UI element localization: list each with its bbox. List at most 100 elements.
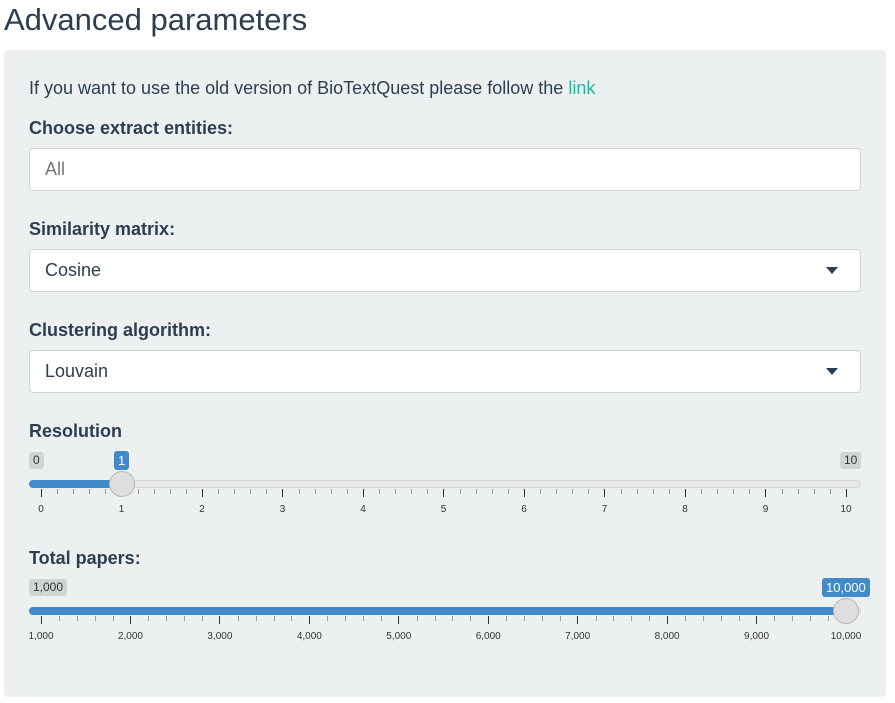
tick-mark [666, 616, 668, 624]
tick-label: 1,000 [28, 631, 54, 642]
minor-tick [327, 616, 329, 621]
select[interactable]: Cosine [29, 249, 861, 292]
tick-label: 8 [682, 504, 688, 515]
tick-label: 9,000 [744, 631, 770, 642]
max-label: 10 [840, 452, 862, 469]
minor-tick [702, 616, 704, 621]
minor-tick [774, 616, 776, 621]
field-label: Similarity matrix: [29, 219, 176, 239]
tick-mark [40, 489, 42, 497]
value-label: 10,000 [822, 578, 870, 597]
minor-tick [202, 616, 203, 621]
minor-tick [273, 616, 275, 621]
minor-tick [733, 489, 735, 494]
tick-label: 3 [279, 504, 286, 515]
tick-label: 6 [521, 504, 527, 515]
minor-tick [720, 616, 722, 621]
tick-label: 4 [360, 504, 366, 515]
minor-tick [112, 616, 114, 621]
text-input[interactable]: All [29, 148, 861, 191]
minor-tick [595, 616, 597, 621]
minor-tick [452, 616, 454, 621]
note-link[interactable]: link [568, 78, 596, 98]
minor-tick [652, 489, 654, 494]
caret [826, 267, 838, 274]
slider-label: Resolution [29, 421, 122, 441]
minor-tick [631, 616, 633, 621]
tick-label: 1 [118, 504, 125, 515]
minor-tick [346, 489, 348, 494]
tick-mark [765, 489, 766, 497]
minor-tick [57, 489, 59, 494]
minor-tick [234, 489, 236, 494]
minor-tick [556, 489, 558, 494]
minor-tick [411, 489, 413, 494]
minor-tick [459, 489, 461, 494]
minor-tick [588, 489, 590, 494]
value-label: 1 [114, 451, 130, 470]
select[interactable]: Louvain [29, 350, 861, 393]
minor-tick [491, 489, 493, 494]
minor-tick [250, 489, 252, 494]
minor-tick [668, 489, 670, 494]
minor-tick [749, 489, 751, 494]
minor-tick [810, 616, 812, 621]
tick-label: 10,000 [830, 631, 862, 642]
min-label: 1,000 [29, 579, 68, 596]
minor-tick [237, 616, 239, 621]
minor-tick [797, 489, 799, 494]
minor-tick [620, 489, 622, 494]
tick-mark [604, 489, 605, 497]
tick-label: 7,000 [565, 631, 591, 642]
minor-tick [185, 489, 187, 494]
tick-mark [308, 616, 310, 624]
minor-tick [701, 489, 703, 494]
tick-label: 5 [440, 504, 447, 515]
minor-tick [559, 616, 561, 621]
minor-tick [636, 489, 638, 494]
minor-tick [524, 616, 525, 621]
note: If you want to use the old version of Bi… [29, 76, 595, 100]
slider-handle[interactable] [108, 471, 135, 497]
tick-label: 5,000 [386, 631, 412, 642]
minor-tick [829, 489, 831, 494]
slider-label: Total papers: [29, 548, 141, 568]
minor-tick [507, 489, 509, 494]
minor-tick [363, 616, 364, 621]
tick-mark [219, 616, 221, 624]
minor-tick [813, 489, 815, 494]
tick-label: 6,000 [475, 631, 501, 642]
minor-tick [828, 616, 830, 621]
minor-tick [94, 616, 96, 621]
minor-tick [380, 616, 382, 621]
tick-mark [487, 616, 489, 624]
minor-tick [781, 489, 783, 494]
slider-fill [29, 607, 846, 615]
minor-tick [255, 616, 257, 621]
minor-tick [137, 489, 139, 494]
minor-tick [58, 616, 60, 621]
minor-tick [475, 489, 477, 494]
slider-fill [29, 480, 122, 488]
tick-mark [201, 489, 203, 497]
minor-tick [506, 616, 508, 621]
minor-tick [298, 489, 300, 494]
slider-track[interactable] [29, 480, 861, 488]
field-label: Choose extract entities: [29, 118, 234, 138]
tick-mark [756, 616, 758, 624]
minor-tick [314, 489, 316, 494]
slider-handle[interactable] [833, 598, 859, 624]
page-title: Advanced parameters [4, 2, 308, 37]
minor-tick [73, 489, 75, 494]
minor-tick [153, 489, 155, 494]
tick-mark [523, 489, 525, 497]
minor-tick [148, 616, 150, 621]
minor-tick [540, 489, 542, 494]
minor-tick [379, 489, 381, 494]
tick-label: 10 [840, 504, 852, 515]
minor-tick [738, 616, 740, 621]
min-label: 0 [29, 452, 44, 469]
tick-mark [443, 489, 444, 497]
tick-label: 9 [762, 504, 769, 515]
